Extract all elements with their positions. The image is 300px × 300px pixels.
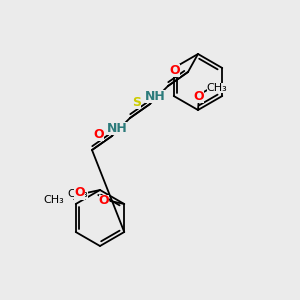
Text: NH: NH	[145, 89, 165, 103]
Text: O: O	[74, 187, 85, 200]
Text: O: O	[194, 89, 204, 103]
Text: O: O	[93, 128, 104, 141]
Text: S: S	[132, 96, 141, 109]
Text: CH₃: CH₃	[68, 189, 88, 199]
Text: NH: NH	[106, 122, 128, 134]
Text: O: O	[169, 64, 180, 77]
Text: CH₃: CH₃	[43, 195, 64, 205]
Text: CH₃: CH₃	[207, 83, 227, 93]
Text: O: O	[99, 194, 109, 208]
